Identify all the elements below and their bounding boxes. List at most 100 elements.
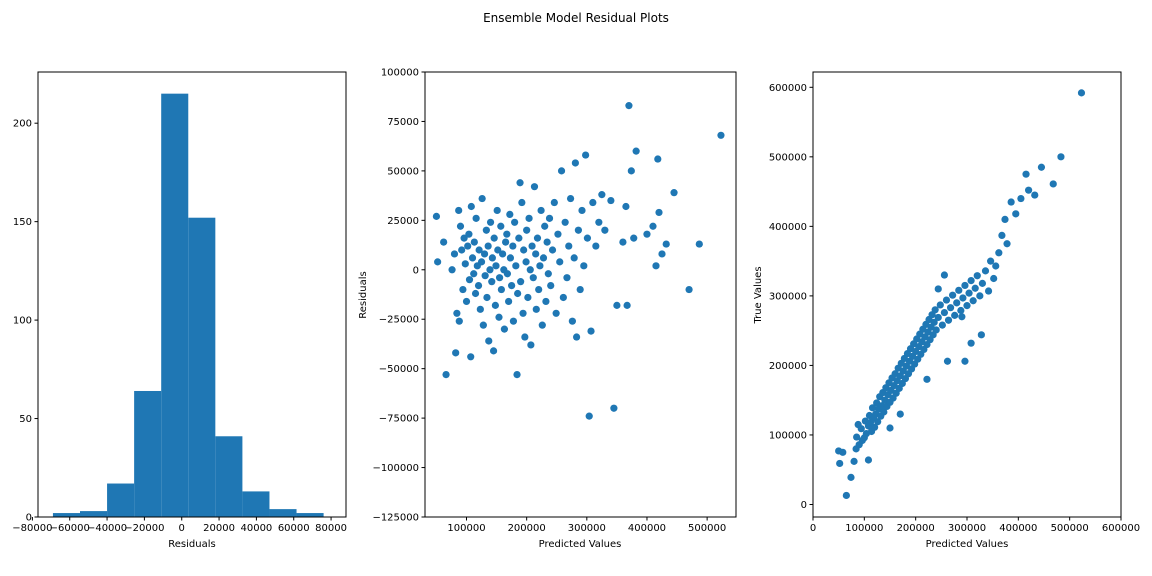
scatter-point [949,291,957,299]
scatter-point [434,258,442,266]
scatter-point [505,297,513,306]
scatter-point [522,258,530,266]
scatter-point [957,306,965,315]
scatter-point [977,331,985,339]
scatter-point [547,282,555,290]
histogram-xtick-label: −60000 [50,523,90,534]
scatter-point [959,294,967,302]
scatter-point [1049,180,1057,188]
histogram-bar [242,491,270,517]
histogram-bar [296,513,324,517]
histogram-ytick-label: 150 [13,217,32,228]
scatter-point [535,285,543,294]
scatter-point [511,218,519,226]
true-values-scatter-ytick-label: 400000 [769,222,807,233]
scatter-point [554,230,562,238]
scatter-point [572,333,581,341]
scatter-point [643,230,651,238]
true-values-scatter-ytick-label: 200000 [769,361,807,372]
scatter-point [478,194,486,203]
residuals-scatter-xtick-label: 200000 [508,523,546,534]
residuals-scatter-ytick-label: −25000 [379,315,419,326]
scatter-point [523,226,531,234]
scatter-point [658,250,666,258]
scatter-point [938,321,946,329]
true-values-scatter-xlabel: Predicted Values [926,539,1009,550]
histogram-panel: −80000−60000−40000−20000 0 20000 40000 60000… [12,71,347,550]
scatter-point [1001,215,1009,224]
scatter-point [695,240,703,248]
histogram-ytick-label: 0 [26,513,32,524]
histogram-xtick-label: 20000 [203,523,235,534]
histogram-xtick-label: 60000 [278,523,310,534]
scatter-point [965,289,973,297]
scatter-point [475,246,483,254]
scatter-point [969,297,977,305]
scatter-point [652,262,660,270]
true-values-scatter-ytick-label: 300000 [769,291,807,302]
scatter-point [998,231,1006,239]
scatter-point [896,410,904,418]
scatter-point [574,226,582,234]
scatter-point [992,262,1000,270]
scatter-point [944,316,953,324]
scatter-point [619,238,627,246]
scatter-point [943,357,952,365]
scatter-point [518,198,526,207]
scatter-point [984,287,993,295]
scatter-point [488,278,496,286]
scatter-point [482,226,490,234]
scatter-point [556,258,564,266]
scatter-point [494,246,502,254]
histogram-frame [37,71,347,518]
scatter-point [578,206,586,215]
scatter-point [559,293,567,302]
histogram-xtick-label: −80000 [12,523,52,534]
scatter-point [880,408,888,416]
true-values-scatter-xtick-label: 0 [810,523,816,534]
scatter-point [539,254,548,262]
histogram-ytick-label: 100 [13,316,32,327]
scatter-point [568,317,576,325]
scatter-point [1031,191,1039,199]
scatter-point [580,262,588,270]
scatter-point [517,278,525,286]
scatter-point [1077,89,1086,97]
scatter-point [601,226,609,234]
scatter-point [521,333,529,341]
true-values-scatter-xtick-label: 300000 [948,523,986,534]
histogram-xtick-label: 80000 [315,523,347,534]
scatter-point [532,305,540,313]
scatter-point [508,282,516,290]
scatter-point [598,191,606,199]
scatter-point [462,297,471,306]
scatter-point [654,155,662,163]
residuals-scatter-xtick-label: 500000 [688,523,726,534]
scatter-point [585,412,593,420]
scatter-point [490,234,498,242]
scatter-point [479,321,487,329]
scatter-point [649,222,657,230]
scatter-point [857,425,865,433]
scatter-point [655,208,663,217]
true-values-scatter-ytick-label: 600000 [769,83,807,94]
residuals-scatter-xtick-label: 100000 [447,523,485,534]
true-values-scatter-ytick-label: 500000 [769,152,807,163]
scatter-point [955,286,963,294]
scatter-point [512,262,520,270]
true-values-scatter-xtick-label: 600000 [1102,523,1140,534]
scatter-point [622,202,630,211]
scatter-point [480,250,489,258]
scatter-point [452,349,460,357]
residuals-scatter-ytick-label: 75000 [387,117,419,128]
scatter-point [465,230,473,238]
scatter-point [613,301,621,309]
scatter-point [484,242,492,250]
scatter-point [565,242,573,250]
scatter-point [515,234,523,242]
scatter-point [995,249,1003,257]
scatter-point [460,234,468,242]
scatter-point [486,218,495,226]
residuals-scatter-ytick-label: 50000 [387,166,419,177]
scatter-point [930,318,938,326]
